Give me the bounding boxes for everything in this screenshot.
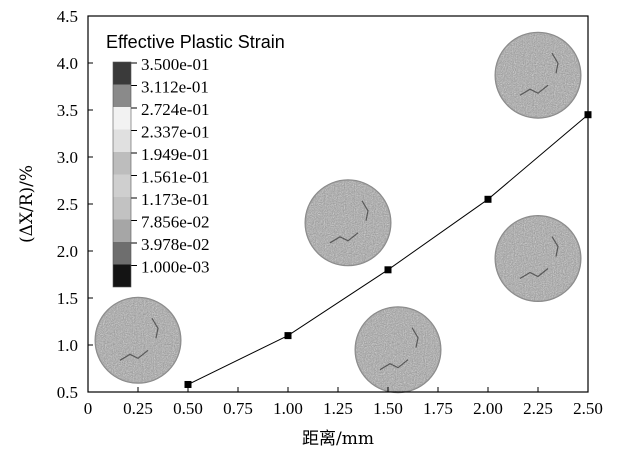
x-axis-title: 距离/mm	[302, 429, 374, 449]
series-0-point-2	[384, 266, 392, 274]
contour-circle-1-25-crack	[329, 200, 369, 244]
y-tick-label-7: 4.0	[57, 54, 78, 73]
y-tick-label-6: 3.5	[57, 101, 78, 120]
contour-circle-2-25-texture	[496, 216, 580, 301]
legend-swatch-8	[113, 242, 131, 265]
legend-label-0: 3.500e-01	[141, 55, 209, 74]
contour-circle-0-25-texture	[96, 298, 180, 383]
legend-label-6: 1.173e-01	[141, 190, 209, 209]
contour-circle-2-25	[494, 215, 582, 303]
contour-circle-2-50-crack	[519, 52, 559, 96]
y-tick-label-4: 2.5	[57, 195, 78, 214]
contour-circle-0-25	[94, 296, 182, 384]
x-tick-label-7: 1.75	[423, 399, 453, 418]
legend-label-8: 3.978e-02	[141, 235, 209, 254]
contour-circle-1-50-texture	[356, 307, 440, 392]
series-0-point-3	[484, 195, 492, 203]
x-tick-label-5: 1.25	[323, 399, 353, 418]
legend-label-7: 7.856e-02	[141, 213, 209, 232]
series-0-point-1	[284, 332, 292, 340]
x-tick-label-8: 2.00	[473, 399, 503, 418]
legend-label-4: 1.949e-01	[141, 145, 209, 164]
y-tick-label-5: 3.0	[57, 148, 78, 167]
legend-swatch-9	[113, 264, 131, 287]
legend-layer: Effective Plastic Strain 3.500e-01 3.112e-…	[106, 32, 285, 288]
contour-circle-1-25-texture	[306, 180, 390, 265]
contour-circle-0-25-crack	[119, 317, 159, 361]
legend-label-2: 2.724e-01	[141, 100, 209, 119]
x-tick-label-2: 0.50	[173, 399, 203, 418]
contour-circle-1-50-crack	[379, 327, 419, 371]
legend-bar-frame	[112, 61, 132, 288]
legend-title: Effective Plastic Strain	[106, 32, 285, 52]
series-0-point-0	[184, 380, 192, 388]
x-tick-label-3: 0.75	[223, 399, 253, 418]
legend-swatch-4	[113, 152, 131, 175]
legend-label-3: 2.337e-01	[141, 123, 209, 142]
y-tick-label-0: 0.5	[57, 383, 78, 402]
y-tick-label-3: 2.0	[57, 242, 78, 261]
legend-swatch-7	[113, 219, 131, 242]
contour-circle-1-25	[304, 179, 392, 267]
x-tick-label-6: 1.50	[373, 399, 403, 418]
legend-swatch-6	[113, 197, 131, 220]
x-tick-label-4: 1.00	[273, 399, 303, 418]
x-tick-label-9: 2.25	[523, 399, 553, 418]
x-tick-label-0: 0	[84, 399, 93, 418]
x-tick-label-10: 2.50	[573, 399, 603, 418]
x-tick-label-1: 0.25	[123, 399, 153, 418]
legend-swatch-5	[113, 174, 131, 197]
contour-circle-2-25-crack	[519, 236, 559, 280]
legend-swatch-3	[113, 129, 131, 152]
y-axis-title: (ΔX/R)/%	[17, 165, 37, 243]
legend-label-5: 1.561e-01	[141, 168, 209, 187]
legend-label-1: 3.112e-01	[141, 78, 209, 97]
legend-swatch-2	[113, 107, 131, 130]
legend-label-9: 1.000e-03	[141, 258, 209, 277]
y-tick-label-2: 1.5	[57, 289, 78, 308]
y-tick-label-1: 1.0	[57, 336, 78, 355]
legend-swatch-0	[113, 62, 131, 85]
legend-swatch-1	[113, 84, 131, 107]
contour-circle-1-50	[354, 306, 442, 394]
y-tick-label-8: 4.5	[57, 7, 78, 26]
axes-layer: 0 0.25 0.50 0.75 1.00 1.25 1.50 1.75 2.00 2.25 2.5…	[17, 7, 603, 449]
circles-layer	[94, 31, 582, 394]
contour-circle-2-50-texture	[496, 33, 580, 118]
contour-circle-2-50	[494, 31, 582, 119]
